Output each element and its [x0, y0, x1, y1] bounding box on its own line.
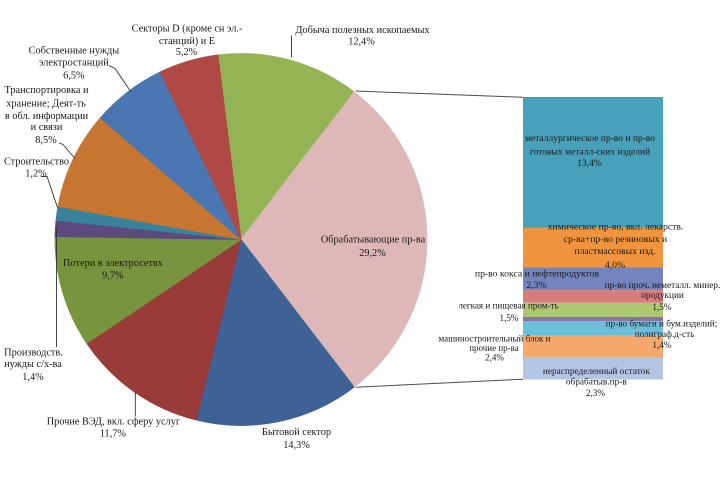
svg-text:2,3%: 2,3% — [586, 389, 606, 399]
svg-text:Прочие ВЭД, вкл. сферу услуг: Прочие ВЭД, вкл. сферу услуг — [47, 417, 180, 428]
svg-text:1,5%: 1,5% — [652, 303, 672, 313]
svg-text:13,4%: 13,4% — [577, 159, 602, 169]
svg-text:пр-во проч. неметалл. минер.: пр-во проч. неметалл. минер. — [605, 281, 720, 291]
svg-text:в обл. информации: в обл. информации — [5, 111, 89, 122]
svg-text:Собственные нужды: Собственные нужды — [29, 46, 120, 57]
svg-text:9,7%: 9,7% — [102, 271, 124, 282]
svg-text:Строительство: Строительство — [4, 157, 69, 168]
svg-text:1,4%: 1,4% — [22, 372, 44, 383]
svg-text:12,4%: 12,4% — [348, 37, 375, 48]
svg-text:продукции: продукции — [641, 291, 684, 301]
svg-text:химическое пр-во, вкл. лекарст: химическое пр-во, вкл. лекарств. — [548, 221, 684, 232]
svg-text:1,2%: 1,2% — [25, 169, 47, 180]
svg-text:2,3%: 2,3% — [526, 280, 546, 291]
svg-text:1,5%: 1,5% — [500, 313, 519, 323]
svg-text:машиностроительный блок и: машиностроительный блок и — [438, 334, 550, 344]
svg-text:хранение; Деят-ть: хранение; Деят-ть — [6, 99, 86, 110]
svg-text:станций) и Е: станций) и Е — [159, 36, 215, 47]
svg-text:легкая и пищевая пром-ть: легкая и пищевая пром-ть — [458, 300, 558, 310]
svg-text:пр-во бумаги и бум.изделий;: пр-во бумаги и бум.изделий; — [606, 319, 718, 329]
svg-text:8,5%: 8,5% — [35, 135, 57, 146]
svg-text:Потери в электросетях: Потери в электросетях — [63, 258, 164, 269]
svg-text:пластмассовых изд.: пластмассовых изд. — [574, 246, 655, 257]
svg-text:14,3%: 14,3% — [283, 440, 310, 451]
svg-text:и связи: и связи — [31, 122, 63, 133]
svg-text:Производств.: Производств. — [4, 348, 63, 359]
svg-text:29,2%: 29,2% — [359, 248, 386, 259]
svg-text:Добыча полезных ископаемых: Добыча полезных ископаемых — [295, 25, 430, 36]
svg-text:электростанций: электростанций — [39, 58, 109, 69]
svg-text:Транспортировка и: Транспортировка и — [4, 85, 89, 96]
svg-text:металлургическое пр-во и пр-во: металлургическое пр-во и пр-во — [525, 134, 655, 144]
svg-text:11,7%: 11,7% — [100, 429, 127, 440]
svg-text:готовых металл-ских изделий: готовых металл-ских изделий — [530, 147, 650, 158]
svg-text:нужды с/х-ва: нужды с/х-ва — [4, 359, 62, 370]
svg-text:нераспределенный остаток: нераспределенный остаток — [543, 366, 650, 377]
svg-text:Обрабатывающие пр-ва: Обрабатывающие пр-ва — [321, 234, 426, 245]
svg-text:Секторы D (кроме сн эл.-: Секторы D (кроме сн эл.- — [132, 24, 243, 35]
svg-text:1,4%: 1,4% — [652, 340, 671, 350]
svg-text:5,2%: 5,2% — [176, 47, 198, 58]
svg-text:обрабатыв.пр-в: обрабатыв.пр-в — [566, 377, 628, 388]
svg-text:ср-ва+пр-во резиновых и: ср-ва+пр-во резиновых и — [564, 234, 667, 245]
svg-text:пр-во кокса и нефтепродуктов: пр-во кокса и нефтепродуктов — [475, 268, 600, 279]
svg-text:Бытовой сектор: Бытовой сектор — [262, 427, 331, 438]
svg-text:прочие пр-ва: прочие пр-ва — [469, 343, 519, 353]
svg-text:4,0%: 4,0% — [605, 260, 625, 271]
svg-text:полиграф.д-сть: полиграф.д-сть — [635, 329, 695, 339]
svg-text:6,5%: 6,5% — [63, 71, 85, 82]
svg-text:2,4%: 2,4% — [485, 352, 504, 362]
